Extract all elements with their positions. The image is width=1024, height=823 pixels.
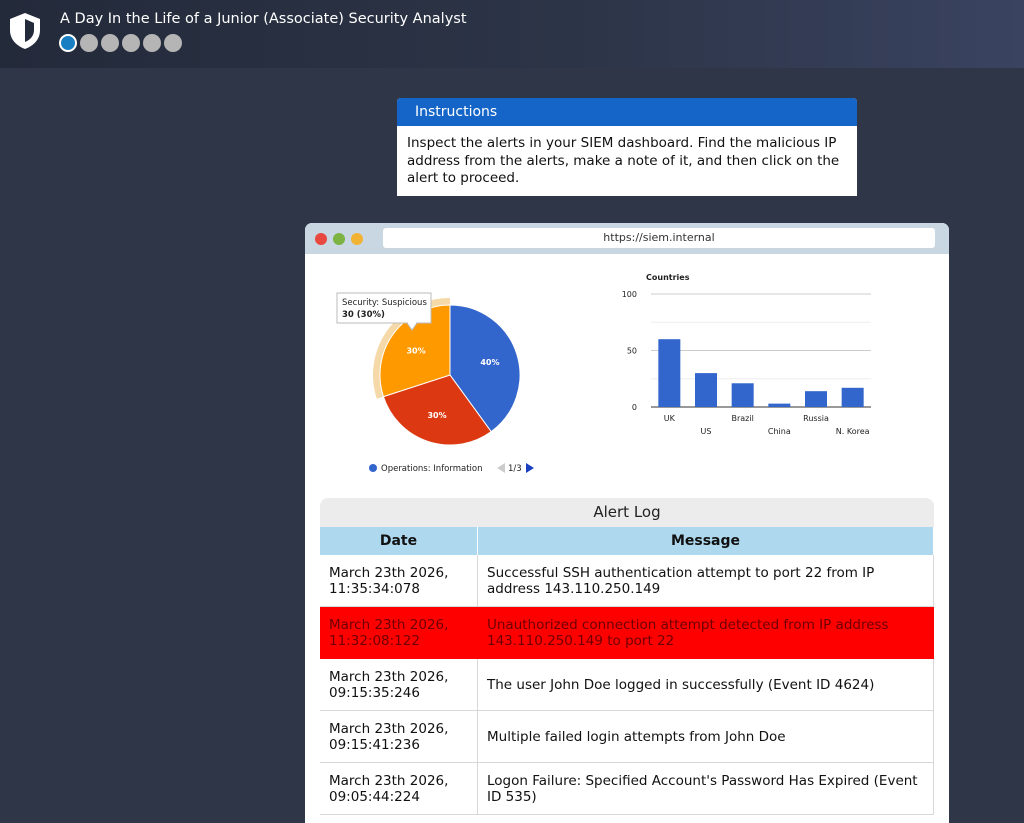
alert-message: Logon Failure: Specified Account's Passw… xyxy=(477,762,934,815)
alert-date: March 23th 2026, 11:32:08:122 xyxy=(320,606,478,659)
alert-date: March 23th 2026, 09:15:35:246 xyxy=(320,658,478,711)
alert-type-pie-chart[interactable]: 40% 30% 30% Security: Suspicious 30 (30%) Ope… xyxy=(315,263,565,478)
maximize-window-dot[interactable] xyxy=(333,233,345,245)
y-tick-label: 100 xyxy=(622,290,637,299)
instructions-panel: Instructions Inspect the alerts in your … xyxy=(397,98,857,196)
instructions-text: Inspect the alerts in your SIEM dashboar… xyxy=(407,135,840,186)
alert-date: March 23th 2026, 09:15:41:236 xyxy=(320,710,478,763)
minimize-window-dot[interactable] xyxy=(351,233,363,245)
alert-date: March 23th 2026, 09:05:44:224 xyxy=(320,762,478,815)
x-tick-label: Brazil xyxy=(732,414,754,423)
bar-chart-title: Countries xyxy=(646,273,690,282)
alert-row[interactable]: March 23th 2026, 11:35:34:078 Successful … xyxy=(320,555,934,607)
alert-message: Multiple failed login attempts from John… xyxy=(477,710,934,763)
bar[interactable] xyxy=(805,391,827,407)
pie-slice-label: 30% xyxy=(427,411,446,420)
close-window-dot[interactable] xyxy=(315,233,327,245)
legend-label: Operations: Information xyxy=(381,464,483,474)
legend-next-icon[interactable] xyxy=(526,463,534,473)
tooltip-value: 30 (30%) xyxy=(342,310,385,320)
x-tick-label: US xyxy=(701,427,712,436)
step-dot xyxy=(143,34,161,52)
bar[interactable] xyxy=(841,387,864,407)
pie-slice-label: 40% xyxy=(480,358,499,367)
pie-slice[interactable] xyxy=(382,374,492,446)
alert-message: The user John Doe logged in successfully… xyxy=(477,658,934,711)
x-tick-label: N. Korea xyxy=(836,427,870,436)
top-bar: A Day In the Life of a Junior (Associate… xyxy=(0,0,1024,68)
step-dot xyxy=(122,34,140,52)
alert-log-title: Alert Log xyxy=(320,498,934,527)
x-tick-label: Russia xyxy=(803,414,829,423)
date-column-header: Date xyxy=(320,527,478,555)
bar[interactable] xyxy=(658,339,681,407)
step-dot xyxy=(80,34,98,52)
alert-row[interactable]: March 23th 2026, 11:32:08:122 Unauthorize… xyxy=(320,606,934,659)
y-tick-label: 50 xyxy=(627,347,637,356)
y-tick-label: 0 xyxy=(632,403,637,412)
browser-chrome: https://siem.internal xyxy=(305,223,949,254)
alert-date: March 23th 2026, 11:35:34:078 xyxy=(320,555,478,607)
bar[interactable] xyxy=(768,403,791,407)
legend-prev-icon[interactable] xyxy=(497,463,505,473)
step-indicator xyxy=(59,34,182,52)
tooltip-title: Security: Suspicious xyxy=(342,298,427,308)
shield-logo-icon xyxy=(10,13,40,49)
legend-swatch xyxy=(369,464,377,472)
alert-row[interactable]: March 23th 2026, 09:15:41:236 Multiple fa… xyxy=(320,710,934,763)
step-dot xyxy=(101,34,119,52)
legend-page: 1/3 xyxy=(508,464,522,474)
alert-table: Date Message March 23th 2026, 11:35:34:0… xyxy=(320,527,934,815)
message-column-header: Message xyxy=(477,527,934,555)
alert-message: Unauthorized connection attempt detected… xyxy=(477,606,934,659)
step-dot xyxy=(164,34,182,52)
alert-row[interactable]: March 23th 2026, 09:05:44:224 Logon Failu… xyxy=(320,762,934,815)
course-title: A Day In the Life of a Junior (Associate… xyxy=(60,11,467,27)
bar[interactable] xyxy=(695,373,717,407)
siem-browser-window: https://siem.internal 40% 30% 30% Security:… xyxy=(305,223,949,823)
x-tick-label: UK xyxy=(664,414,676,423)
instructions-title: Instructions xyxy=(397,98,857,126)
alert-message: Successful SSH authentication attempt to… xyxy=(477,555,934,607)
bar[interactable] xyxy=(731,383,754,407)
x-tick-label: China xyxy=(768,427,791,436)
countries-bar-chart[interactable]: Countries 0 50 100 UK US Brazil China Russia N. K… xyxy=(615,263,885,443)
pie-slice-label: 30% xyxy=(406,346,425,355)
url-bar[interactable]: https://siem.internal xyxy=(383,228,935,248)
pie-tooltip: Security: Suspicious 30 (30%) xyxy=(336,292,432,331)
step-dot xyxy=(59,34,77,52)
alert-log: Alert Log Date Message March 23th 2026, … xyxy=(320,498,934,815)
pie-slice[interactable] xyxy=(449,304,521,433)
pie-slice[interactable] xyxy=(379,304,451,398)
alert-row[interactable]: March 23th 2026, 09:15:35:246 The user Jo… xyxy=(320,658,934,711)
